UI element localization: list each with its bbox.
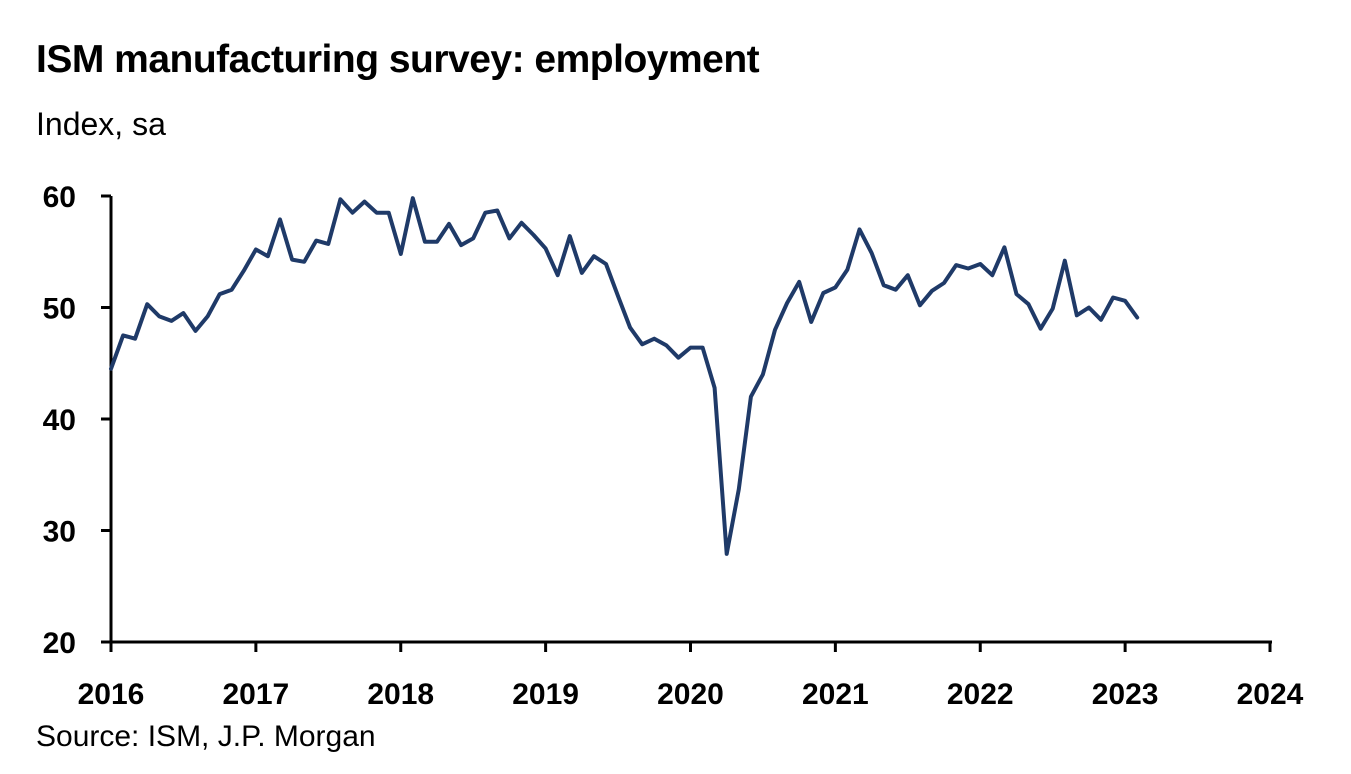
y-tick-label: 60 (43, 181, 76, 214)
y-tick-label: 20 (43, 627, 76, 660)
x-tick-label: 2018 (367, 678, 434, 711)
axes (101, 194, 1272, 652)
series-layer (109, 196, 1140, 556)
x-tick-label: 2016 (78, 678, 145, 711)
x-tick-label: 2023 (1092, 678, 1159, 711)
y-tick-label: 50 (43, 293, 76, 326)
y-tick-label: 40 (43, 404, 76, 437)
series-line (109, 196, 1140, 556)
chart-subtitle: Index, sa (36, 106, 166, 142)
y-tick-label: 30 (43, 516, 76, 549)
x-tick-label: 2020 (657, 678, 724, 711)
x-tick-label: 2022 (947, 678, 1014, 711)
x-tick-label: 2021 (802, 678, 869, 711)
chart-title: ISM manufacturing survey: employment (36, 38, 760, 81)
x-tick-label: 2017 (223, 678, 290, 711)
source-note: Source: ISM, J.P. Morgan (36, 720, 376, 753)
tick-labels: 20 30 40 50 60 2016 2017 2018 2019 2020 2021 2022 20… (43, 181, 1304, 711)
x-tick-label: 2024 (1237, 678, 1304, 711)
x-tick-label: 2019 (512, 678, 579, 711)
